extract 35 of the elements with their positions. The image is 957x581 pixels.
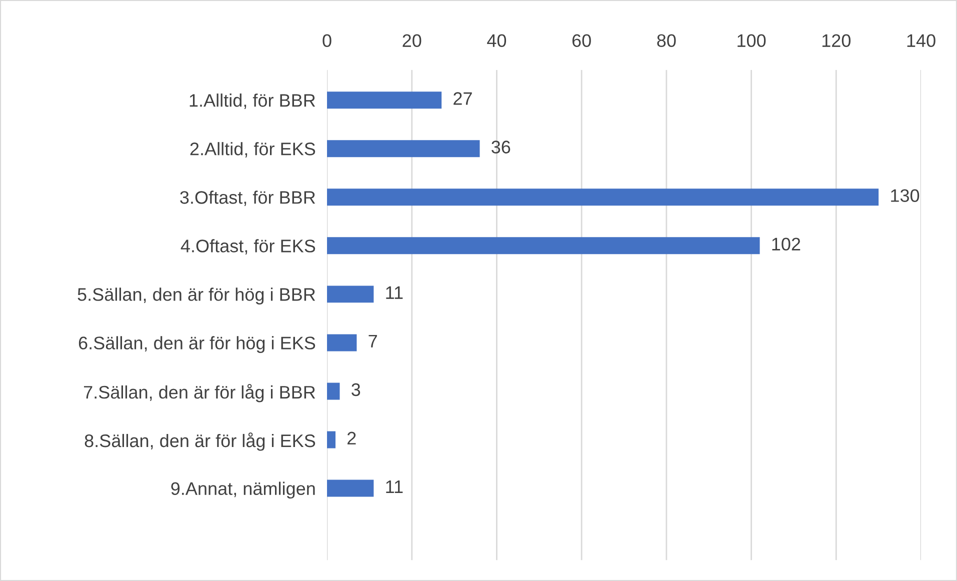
bar [327, 237, 760, 254]
x-tick-label: 100 [738, 34, 766, 47]
y-tick-label: 9.Annat, nämligen [171, 482, 315, 499]
bar [327, 92, 442, 109]
data-label: 36 [492, 140, 510, 154]
y-tick-label: 1.Alltid, för BBR [190, 94, 316, 109]
x-tick-label: 0 [322, 34, 332, 47]
y-tick-label: 8.Sällan, den är för låg i EKS [84, 432, 316, 451]
bar [327, 334, 357, 352]
x-tick-label: 60 [572, 34, 591, 47]
bar [327, 382, 340, 400]
x-tick-label: 20 [402, 34, 422, 47]
data-label: 11 [386, 480, 403, 493]
x-tick-label: 80 [657, 34, 676, 47]
data-label: 3 [352, 383, 360, 396]
bar [327, 480, 374, 497]
bar [327, 431, 336, 448]
data-label: 7 [368, 334, 377, 348]
data-label: 102 [772, 238, 800, 251]
bar [327, 188, 879, 206]
data-label: 130 [891, 189, 920, 202]
bar [327, 286, 374, 303]
data-label: 2 [348, 432, 356, 444]
y-tick-label: 6.Sällan, den är för hög i EKS [78, 336, 316, 353]
bar [327, 140, 480, 158]
data-label: 27 [454, 92, 472, 105]
data-label: 11 [386, 286, 403, 299]
x-tick-label: 40 [487, 34, 506, 47]
y-tick-label: 4.Oftast, för EKS [180, 239, 316, 255]
y-tick-label: 5.Sällan, den är för hög i BBR [78, 288, 316, 304]
x-tick-label: 120 [822, 34, 851, 47]
y-tick-label: 2.Alltid, för EKS [190, 142, 316, 158]
y-tick-label: 7.Sällan, den är för låg i BBR [84, 384, 316, 402]
y-tick-label: 3.Oftast, för BBR [180, 190, 316, 206]
x-tick-label: 140 [907, 34, 936, 47]
